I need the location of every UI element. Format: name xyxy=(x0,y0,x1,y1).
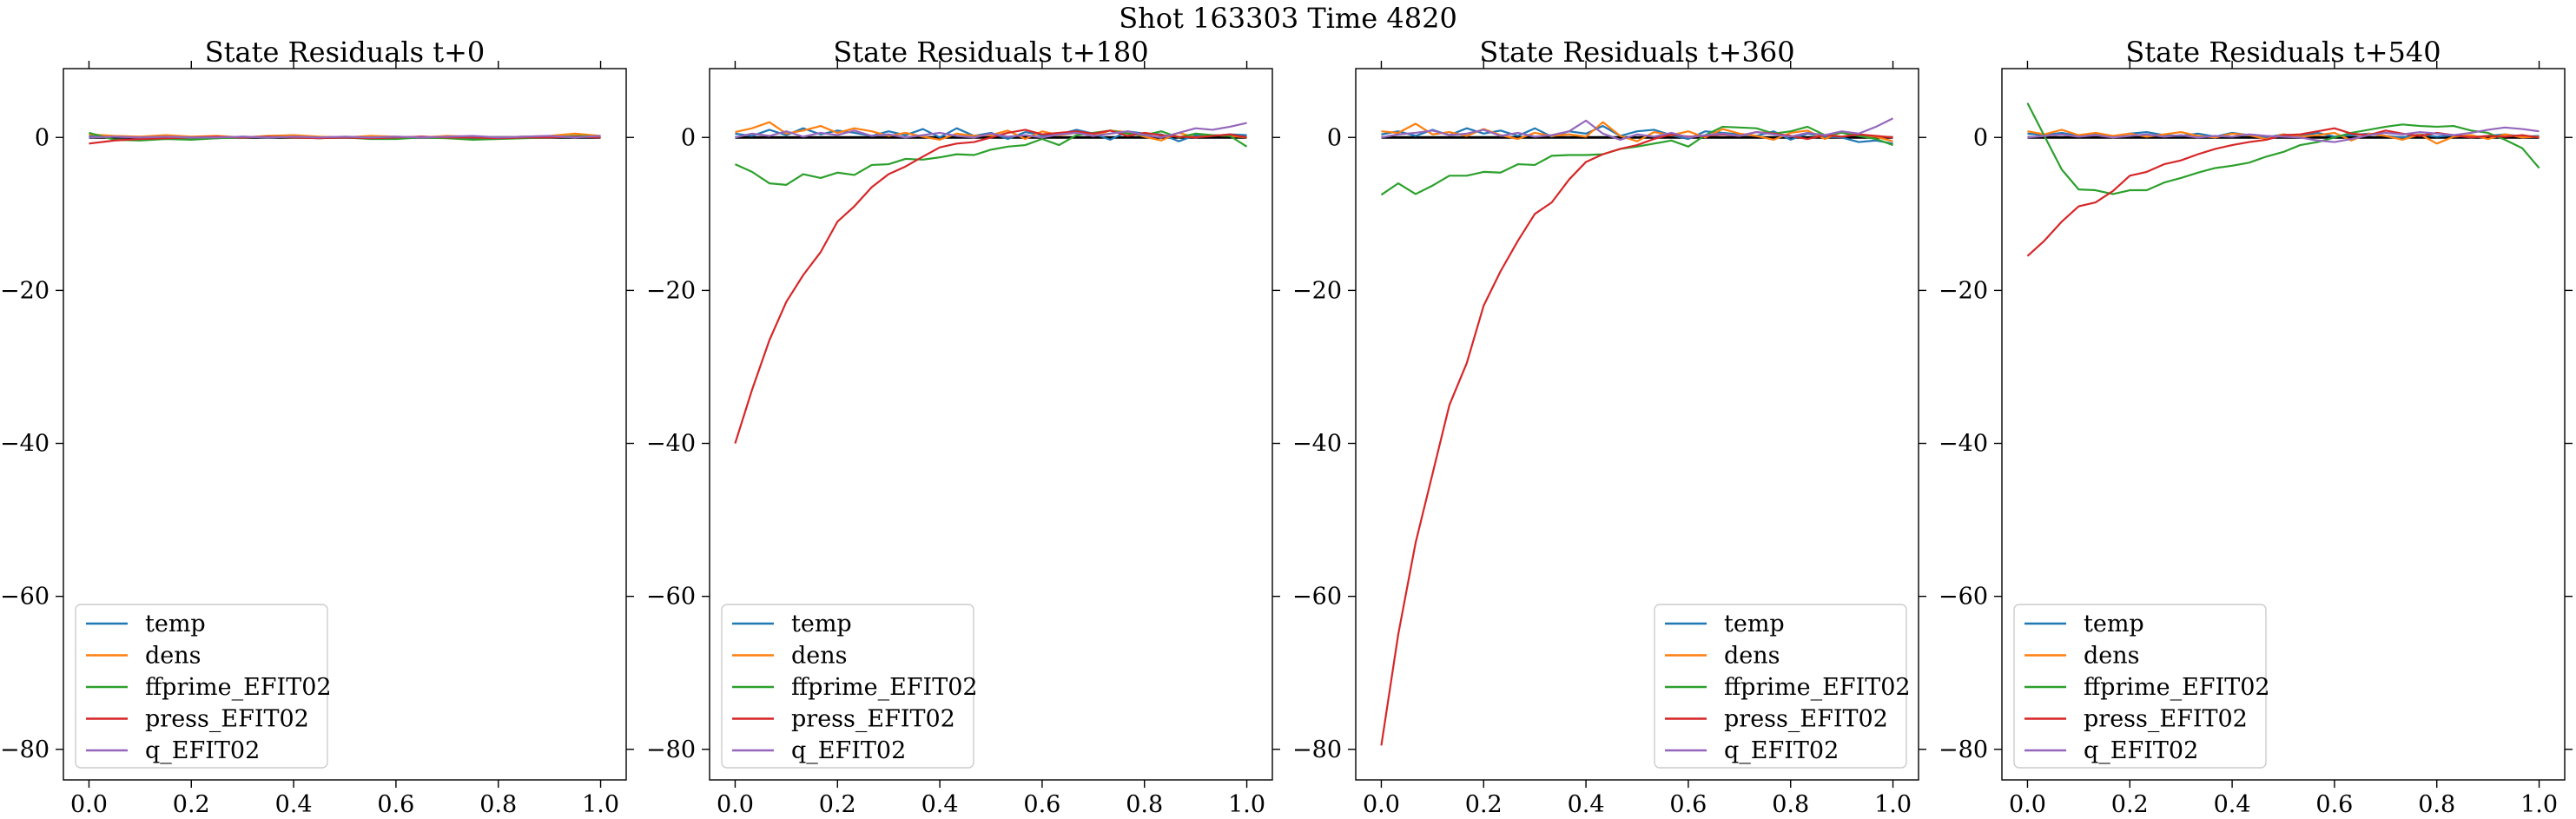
legend-label: q_EFIT02 xyxy=(1724,737,1839,764)
y-tick-label: −80 xyxy=(1292,736,1342,763)
y-tick-label: −40 xyxy=(1939,431,1988,458)
series-line-q_EFIT02 xyxy=(89,135,601,139)
legend-label: temp xyxy=(2084,611,2144,637)
series-line-q_EFIT02 xyxy=(735,122,1247,139)
legend: temp dens ffprime_EFIT02 press_EFIT02 q_EFIT… xyxy=(2013,604,2270,769)
y-tick-label: −20 xyxy=(1292,277,1342,304)
subplot-1: State Residuals t+180 0.0 0.2 0.4 0.6 0.8 1.0 −… xyxy=(646,36,1280,818)
y-tick-label: 0 xyxy=(35,124,50,151)
legend-label: dens xyxy=(145,643,201,670)
y-tick-label: −20 xyxy=(646,277,696,304)
legend-frame xyxy=(75,604,328,769)
legend-label: ffprime_EFIT02 xyxy=(1724,674,1911,701)
legend-label: temp xyxy=(791,611,852,637)
axes-frame xyxy=(709,68,1273,781)
legend-label: press_EFIT02 xyxy=(791,706,955,733)
subplot-0: State Residuals t+0 0.0 0.2 0.4 0.6 0.8 1.0 −80… xyxy=(0,36,634,818)
x-tick-label: 0.6 xyxy=(2315,791,2353,818)
y-tick-label: 0 xyxy=(1327,124,1342,151)
legend-label: dens xyxy=(2084,643,2140,670)
legend: temp dens ffprime_EFIT02 press_EFIT02 q_EFIT… xyxy=(75,604,332,769)
y-tick-label: −80 xyxy=(0,736,50,763)
y-tick-label: −80 xyxy=(1939,736,1988,763)
y-tick-label: −40 xyxy=(0,431,50,458)
x-tick-label: 1.0 xyxy=(1228,791,1265,818)
legend-label: press_EFIT02 xyxy=(145,706,309,733)
y-tick-label: −60 xyxy=(1292,584,1342,611)
x-tick-label: 1.0 xyxy=(582,791,619,818)
series-line-q_EFIT02 xyxy=(2027,126,2540,143)
x-tick-label: 1.0 xyxy=(1874,791,1912,818)
figure-suptitle: Shot 163303 Time 4820 xyxy=(1119,2,1457,35)
legend-label: temp xyxy=(145,611,206,637)
legend: temp dens ffprime_EFIT02 press_EFIT02 q_EFIT… xyxy=(1654,604,1911,769)
x-tick-label: 0.0 xyxy=(1363,791,1400,818)
y-tick-label: −60 xyxy=(646,584,696,611)
axes-frame xyxy=(1355,68,1919,781)
series-line-ffprime_EFIT02 xyxy=(2026,102,2540,195)
y-tick-label: −60 xyxy=(0,584,50,611)
subplot-3: State Residuals t+540 0.0 0.2 0.4 0.6 0.8 1.0 −… xyxy=(1939,36,2573,818)
series-line-press_EFIT02 xyxy=(734,129,1247,444)
legend-label: dens xyxy=(791,643,848,670)
x-tick-label: 0.4 xyxy=(275,791,313,818)
series-line-press_EFIT02 xyxy=(1380,130,1893,746)
x-tick-label: 0.4 xyxy=(2214,791,2251,818)
subplot-title: State Residuals t+180 xyxy=(833,36,1148,69)
legend-label: q_EFIT02 xyxy=(791,737,906,764)
x-tick-label: 0.6 xyxy=(377,791,414,818)
subplot-2: State Residuals t+360 0.0 0.2 0.4 0.6 0.8 1.0 −… xyxy=(1292,36,1926,818)
y-tick-label: −40 xyxy=(646,431,696,458)
axes-frame xyxy=(2001,68,2566,781)
series-line-ffprime_EFIT02 xyxy=(734,129,1248,186)
legend-label: ffprime_EFIT02 xyxy=(791,674,978,701)
x-tick-label: 0.2 xyxy=(173,791,210,818)
legend-label: dens xyxy=(1724,643,1780,670)
y-tick-label: 0 xyxy=(681,124,696,151)
legend-label: ffprime_EFIT02 xyxy=(2084,674,2270,701)
x-tick-label: 0.4 xyxy=(921,791,959,818)
legend-frame xyxy=(721,604,974,769)
x-tick-label: 0.0 xyxy=(717,791,754,818)
series-line-ffprime_EFIT02 xyxy=(1380,125,1893,196)
x-tick-label: 0.8 xyxy=(1126,791,1163,818)
legend: temp dens ffprime_EFIT02 press_EFIT02 q_EFIT… xyxy=(721,604,978,769)
x-tick-label: 0.2 xyxy=(1465,791,1503,818)
legend-label: temp xyxy=(1724,611,1785,637)
subplot-title: State Residuals t+540 xyxy=(2125,36,2441,69)
axes-frame xyxy=(63,68,627,781)
subplot-title: State Residuals t+0 xyxy=(205,36,485,69)
x-tick-label: 0.8 xyxy=(2418,791,2455,818)
y-tick-label: −20 xyxy=(0,277,50,304)
series-line-dens xyxy=(735,121,1247,142)
y-tick-label: 0 xyxy=(1973,124,1988,151)
legend-label: press_EFIT02 xyxy=(1724,706,1888,733)
x-tick-label: 0.6 xyxy=(1023,791,1060,818)
legend-label: press_EFIT02 xyxy=(2084,706,2248,733)
legend-label: q_EFIT02 xyxy=(2084,737,2198,764)
y-tick-label: −20 xyxy=(1939,277,1988,304)
legend-label: q_EFIT02 xyxy=(145,737,260,764)
x-tick-label: 0.8 xyxy=(479,791,517,818)
legend-frame xyxy=(2013,604,2267,769)
series-line-q_EFIT02 xyxy=(1381,117,1894,141)
x-tick-label: 0.8 xyxy=(1772,791,1809,818)
x-tick-label: 0.4 xyxy=(1568,791,1605,818)
x-tick-label: 0.0 xyxy=(70,791,108,818)
x-tick-label: 0.2 xyxy=(2111,791,2149,818)
series-line-dens xyxy=(1381,121,1893,142)
y-tick-label: −80 xyxy=(646,736,696,763)
legend-frame xyxy=(1654,604,1907,769)
x-tick-label: 0.2 xyxy=(819,791,856,818)
subplot-title: State Residuals t+360 xyxy=(1479,36,1794,69)
x-tick-label: 0.6 xyxy=(1669,791,1707,818)
x-tick-label: 1.0 xyxy=(2520,791,2558,818)
legend-label: ffprime_EFIT02 xyxy=(145,674,332,701)
y-tick-label: −40 xyxy=(1292,431,1342,458)
y-tick-label: −60 xyxy=(1939,584,1988,611)
x-tick-label: 0.0 xyxy=(2009,791,2046,818)
